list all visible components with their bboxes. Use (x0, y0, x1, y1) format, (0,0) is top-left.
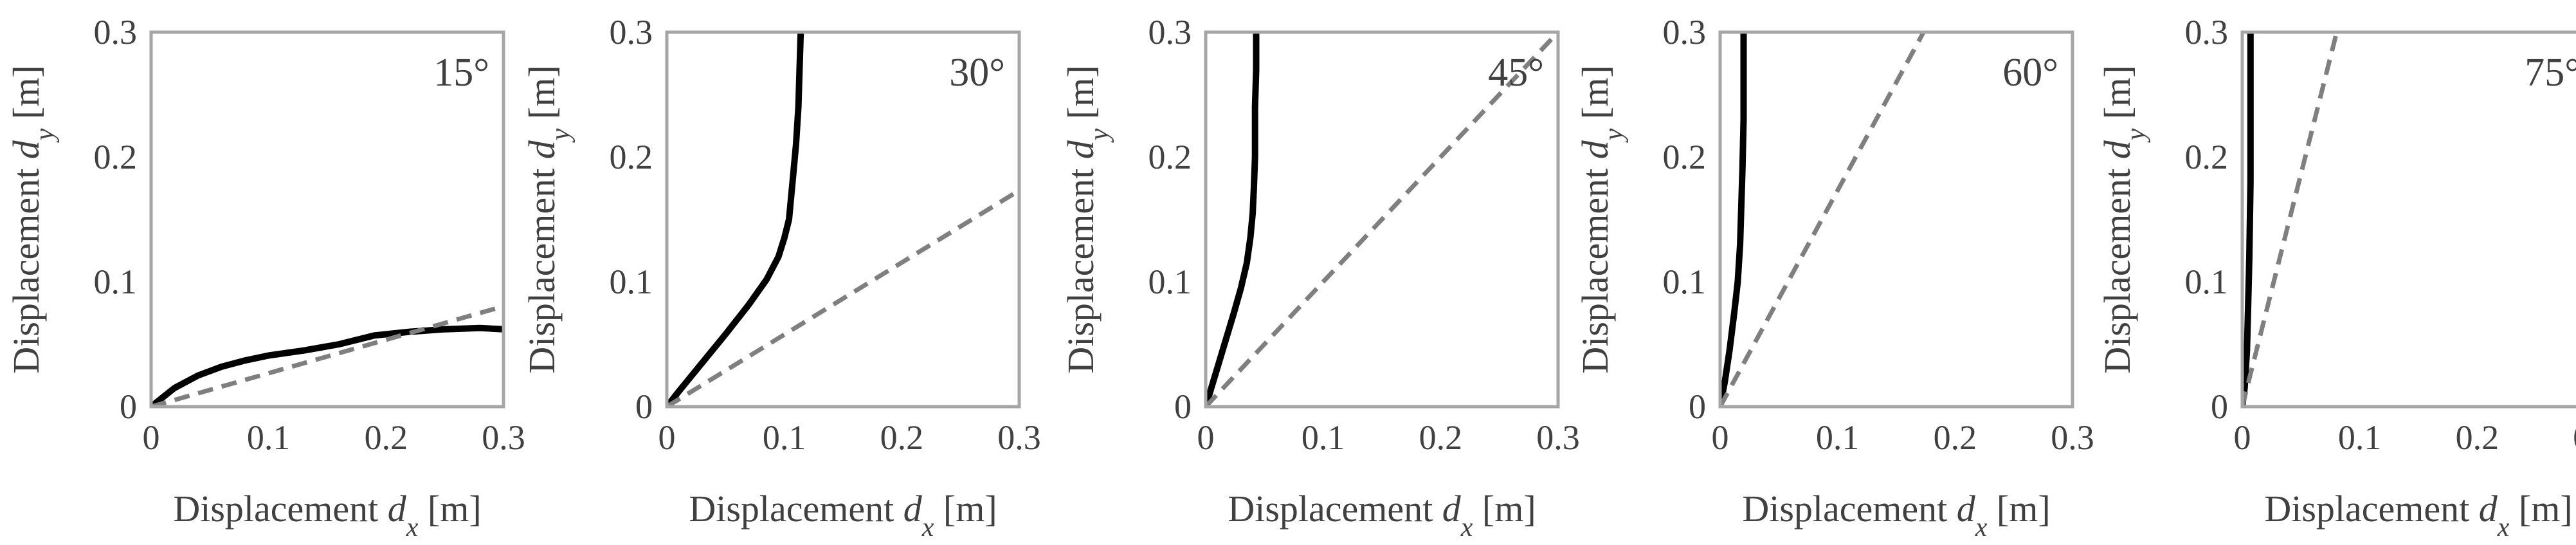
displacement-path-4 (1720, 32, 1747, 407)
x-tick-label: 0.1 (763, 418, 806, 457)
plot-frame (149, 30, 505, 409)
angle-annotation: 60° (2002, 51, 2058, 95)
y-tick-label: 0.1 (94, 263, 138, 301)
reference-line-1 (151, 304, 503, 407)
y-axis-label: Displacement dy [m] (5, 65, 60, 373)
x-tick-label: 0.3 (997, 418, 1041, 457)
plot-frame (1204, 30, 1560, 409)
displacement-path-1 (151, 324, 503, 407)
y-axis-label: Displacement dy [m] (1574, 65, 1629, 373)
x-tick-label: 0.2 (1419, 418, 1463, 457)
x-tick-label: 0.1 (2338, 418, 2382, 457)
plot-frame (2240, 30, 2576, 409)
y-tick-label: 0.1 (610, 263, 653, 301)
x-tick-label: 0.2 (1934, 418, 1977, 457)
y-tick-label: 0 (120, 387, 137, 426)
x-tick-label: 0.1 (1816, 418, 1860, 457)
angle-annotation: 45° (1488, 51, 1544, 95)
x-tick-label: 0 (143, 418, 160, 457)
y-tick-label: 0 (1689, 387, 1706, 426)
y-tick-label: 0.1 (1148, 263, 1192, 301)
reference-line-4 (1720, 32, 1926, 407)
x-tick-label: 0.2 (880, 418, 924, 457)
x-tick-label: 0.1 (1302, 418, 1345, 457)
plot-frame (665, 30, 1021, 409)
x-tick-label: 0.3 (482, 418, 525, 457)
angle-annotation: 15° (433, 51, 489, 95)
y-tick-label: 0.2 (1663, 138, 1707, 176)
y-tick-label: 0.3 (2185, 13, 2229, 51)
y-tick-label: 0.1 (1663, 263, 1707, 301)
x-tick-label: 0 (1197, 418, 1215, 457)
x-tick-label: 0.3 (2051, 418, 2094, 457)
x-tick-label: 0 (2234, 418, 2251, 457)
angle-annotation: 75° (2525, 51, 2576, 95)
y-tick-label: 0.3 (1663, 13, 1707, 51)
y-tick-label: 0.2 (2185, 138, 2229, 176)
y-tick-label: 0.1 (2185, 263, 2229, 301)
x-axis-label: Displacement dx [m] (2264, 488, 2572, 542)
y-axis-label: Displacement dy [m] (2096, 65, 2151, 373)
reference-line-5 (2242, 32, 2339, 407)
x-tick-label: 0.3 (2573, 418, 2576, 457)
x-tick-label: 0 (1712, 418, 1729, 457)
reference-line-2 (667, 189, 1019, 407)
y-tick-label: 0.2 (1148, 138, 1192, 176)
x-axis-label: Displacement dx [m] (1228, 488, 1536, 542)
y-tick-label: 0.2 (610, 138, 653, 176)
x-tick-label: 0 (658, 418, 676, 457)
chart-panel-5: 0 0.1 0.2 0.3 0 0.1 0.2 0.3 Displacement dx [m] D… (2096, 13, 2576, 542)
angle-annotation: 30° (949, 51, 1005, 95)
x-tick-label: 0.2 (365, 418, 408, 457)
y-tick-label: 0.3 (94, 13, 138, 51)
y-tick-label: 0.2 (94, 138, 138, 176)
x-axis-label: Displacement dx [m] (1742, 488, 2050, 542)
y-tick-label: 0.3 (1148, 13, 1192, 51)
y-tick-label: 0 (1174, 387, 1192, 426)
y-axis-label: Displacement dy [m] (1060, 65, 1114, 373)
y-tick-label: 0.3 (610, 13, 653, 51)
y-axis-label: Displacement dy [m] (521, 65, 576, 373)
displacement-path-5 (2242, 32, 2254, 407)
displacement-path-3 (1206, 32, 1260, 407)
y-tick-label: 0 (635, 387, 653, 426)
x-axis-label: Displacement dx [m] (689, 488, 997, 542)
plot-frame (1718, 30, 2074, 409)
y-tick-label: 0 (2211, 387, 2228, 426)
displacement-path-2 (667, 32, 804, 407)
x-axis-label: Displacement dx [m] (173, 488, 481, 542)
x-tick-label: 0.3 (1536, 418, 1580, 457)
x-tick-label: 0.2 (2456, 418, 2499, 457)
reference-line-3 (1206, 32, 1558, 407)
x-tick-label: 0.1 (247, 418, 291, 457)
